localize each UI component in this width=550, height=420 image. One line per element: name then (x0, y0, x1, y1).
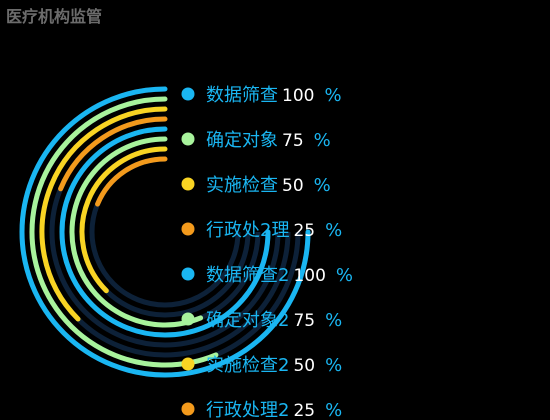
legend-value: 75 (282, 131, 304, 151)
legend-label: 确定对象2 (206, 310, 289, 331)
page-title: 医疗机构监管 (6, 7, 103, 26)
legend-label: 数据筛查 (206, 85, 278, 106)
ring-bar-8[interactable] (95, 156, 168, 207)
legend-value: 75 (293, 311, 315, 331)
legend-value: 25 (293, 221, 315, 241)
legend-value: 50 (282, 176, 304, 196)
legend-row-1[interactable]: 数据筛查 100% (181, 85, 342, 106)
legend-group: 数据筛查 100 %确定对象 75 %实施检查 50 %行政处2理 25 %数据筛查2 100 %确… (181, 85, 354, 420)
legend-unit: % (325, 220, 342, 241)
legend-value: 100 (293, 266, 325, 286)
ring-bar-2[interactable] (29, 96, 219, 368)
legend-row-2[interactable]: 确定对象 75% (181, 130, 331, 151)
legend-value: 100 (282, 86, 314, 106)
legend-row-8[interactable]: 行政处理2 25% (181, 400, 343, 420)
legend-row-7[interactable]: 实施检查2 50% (181, 355, 343, 376)
legend-unit: % (314, 175, 331, 196)
legend-dot-icon (181, 357, 195, 371)
legend-dot-icon (181, 267, 195, 281)
legend-value: 50 (293, 356, 315, 376)
ring-bar-3[interactable] (39, 106, 168, 322)
ring-bar-1[interactable] (19, 86, 311, 378)
ring-bar-5[interactable] (59, 126, 271, 338)
legend-row-6[interactable]: 确定对象2 75% (181, 310, 343, 331)
legend-label: 实施检查 (206, 175, 278, 196)
legend-unit: % (336, 265, 353, 286)
legend-row-3[interactable]: 实施检查 50% (181, 175, 331, 196)
legend-dot-icon (181, 312, 195, 326)
legend-dot-icon (181, 177, 195, 191)
legend-row-5[interactable]: 数据筛查2 100% (181, 265, 354, 286)
ring-bar-4[interactable] (58, 116, 168, 192)
legend-value: 25 (293, 401, 315, 420)
legend-dot-icon (181, 132, 195, 146)
legend-unit: % (325, 400, 342, 420)
legend-unit: % (325, 310, 342, 331)
legend-dot-icon (181, 402, 195, 416)
legend-row-4[interactable]: 行政处2理 25% (181, 220, 343, 241)
bar-group (19, 86, 311, 378)
legend-unit: % (325, 355, 342, 376)
ring-bar-6[interactable] (69, 136, 204, 328)
legend-label: 确定对象 (206, 130, 278, 151)
legend-label: 行政处2理 (206, 220, 289, 241)
legend-dot-icon (181, 87, 195, 101)
legend-unit: % (314, 130, 331, 151)
legend-label: 行政处理2 (206, 400, 289, 420)
legend-label: 实施检查2 (206, 355, 289, 376)
legend-dot-icon (181, 222, 195, 236)
legend-label: 数据筛查2 (206, 265, 289, 286)
legend-unit: % (324, 85, 341, 106)
ring-bar-7[interactable] (79, 146, 168, 294)
